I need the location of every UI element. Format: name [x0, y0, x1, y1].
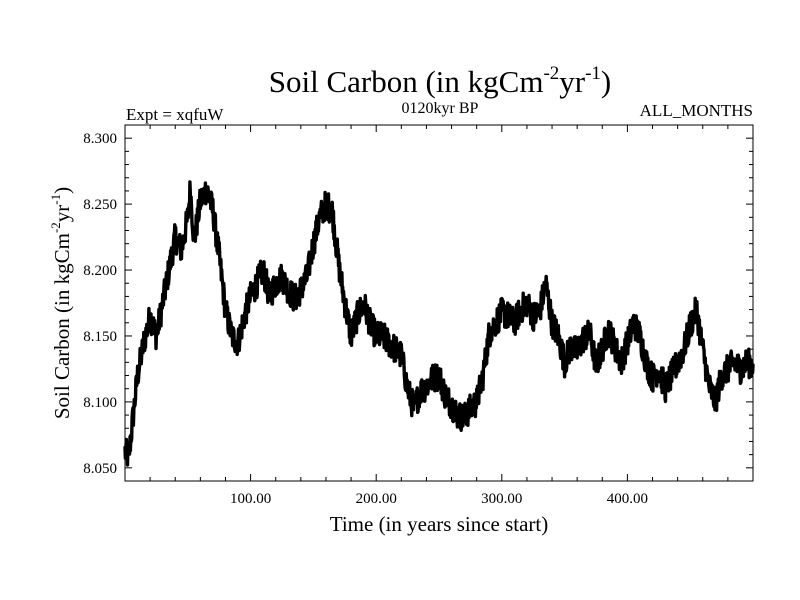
x-tick-label: 400.00	[607, 491, 648, 507]
y-axis-label: Soil Carbon (in kgCm-2yr-1)	[48, 187, 74, 419]
y-tick-label: 8.200	[83, 263, 117, 279]
soil-carbon-series-line	[123, 180, 755, 467]
chart-title: Soil Carbon (in kgCm-2yr-1)	[269, 63, 612, 99]
x-axis-label: Time (in years since start)	[330, 512, 549, 536]
period-label: 0120kyr BP	[402, 100, 479, 117]
y-tick-label: 8.100	[83, 395, 117, 411]
experiment-label: Expt = xqfuW	[126, 105, 224, 124]
y-axis: 8.050 8.100 8.150 8.200 8.250 8.300	[83, 124, 753, 477]
y-tick-label: 8.250	[83, 197, 117, 213]
x-tick-label: 100.00	[230, 491, 271, 507]
y-tick-label: 8.050	[83, 461, 117, 477]
x-tick-label: 300.00	[481, 491, 522, 507]
months-label: ALL_MONTHS	[640, 101, 753, 120]
plot-frame	[124, 124, 754, 482]
y-tick-label: 8.150	[83, 329, 117, 345]
x-tick-label: 200.00	[356, 491, 397, 507]
x-axis: 100.00 200.00 300.00 400.00	[149, 125, 729, 507]
y-tick-label: 8.300	[83, 131, 117, 147]
